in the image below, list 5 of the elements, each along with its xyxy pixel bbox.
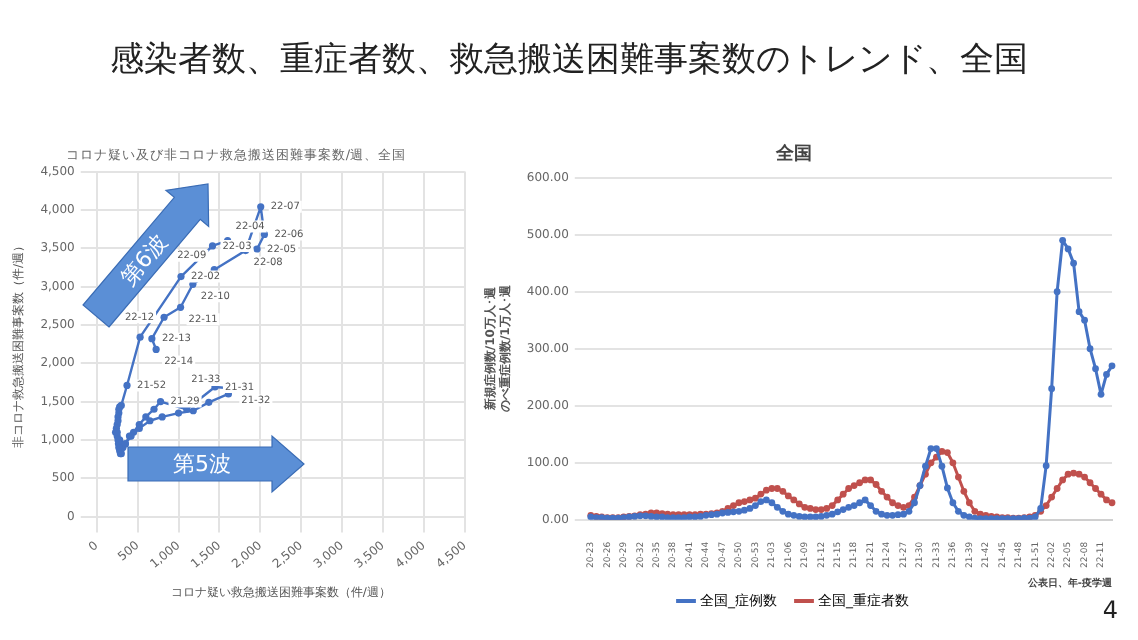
- annotation: 第5波: [172, 449, 231, 479]
- text: 4: [1102, 596, 1118, 624]
- text: 感染者数、重症者数、救急搬送困難事案数のトレンド、全国: [108, 38, 1030, 82]
- chart-title: 全国: [774, 143, 812, 166]
- annotation: 第6波: [112, 228, 174, 293]
